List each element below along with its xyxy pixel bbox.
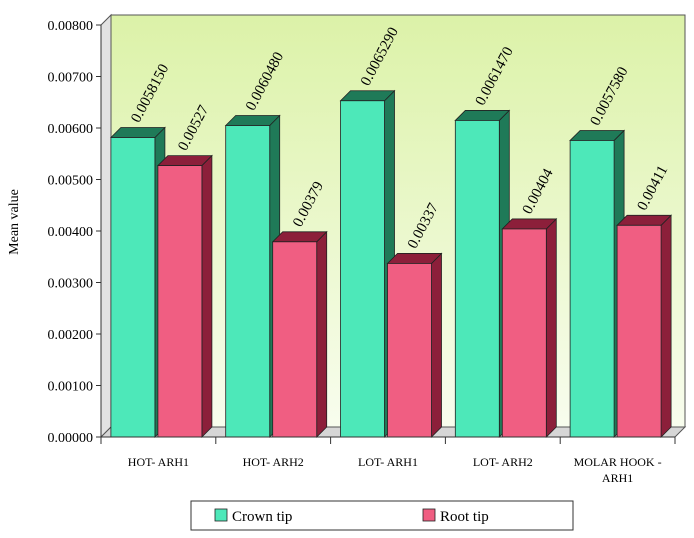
x-tick-label: HOT- ARH2 [243, 455, 304, 469]
x-tick-label: LOT- ARH1 [358, 455, 418, 469]
bar-front [454, 120, 500, 438]
bar-front [157, 165, 203, 438]
bar-top [616, 214, 673, 226]
y-tick-label: 0.00500 [48, 174, 94, 189]
y-tick-label: 0.00200 [48, 328, 94, 343]
x-axis: HOT- ARH1 HOT- ARH2 LOT- ARH1 LOT- ARH2 MOLA… [100, 436, 676, 485]
bar [501, 217, 558, 438]
y-tick-label: 0.00600 [48, 122, 94, 137]
bar [156, 154, 213, 438]
bar-side [431, 252, 442, 438]
legend-label: Root tip [440, 509, 489, 525]
bar-top [271, 231, 328, 243]
y-tick-label: 0.00000 [48, 431, 94, 446]
bar-side [316, 230, 328, 438]
y-tick-label: 0.00800 [48, 19, 94, 34]
bar [109, 126, 166, 438]
bar-front [616, 224, 662, 438]
bar-top [339, 90, 396, 102]
x-tick-label: HOT- ARH1 [128, 455, 189, 469]
side-wall [100, 13, 112, 439]
legend: Crown tip Root tip [190, 500, 574, 531]
bar-top [569, 130, 626, 141]
bar [224, 114, 281, 438]
bar-top [501, 218, 558, 230]
bar-front [340, 100, 385, 438]
bar-top [224, 115, 281, 126]
bar [271, 230, 328, 438]
bar-top [386, 253, 443, 264]
y-tick-label: 0.00700 [48, 71, 94, 86]
bar [386, 252, 443, 438]
y-tick-label: 0.00400 [48, 225, 94, 240]
bar-top [156, 155, 213, 166]
bar-top [454, 110, 511, 121]
legend-swatch [422, 508, 436, 522]
bars [109, 89, 673, 438]
x-tick-label: LOT- ARH2 [473, 455, 533, 469]
bar [616, 214, 673, 438]
bar-front [272, 241, 318, 438]
bar-side [545, 217, 557, 438]
bar [569, 129, 626, 438]
legend-swatch [214, 508, 228, 522]
bar-front [501, 228, 547, 438]
bar-top [109, 127, 166, 138]
bar [339, 89, 396, 438]
bar-side [201, 154, 213, 438]
bar-front [569, 140, 615, 438]
bar-front [387, 263, 432, 438]
bar-front [110, 137, 156, 438]
y-tick-label: 0.00300 [48, 277, 94, 292]
y-axis-title: Mean value [7, 189, 22, 255]
bar-side [660, 214, 672, 438]
legend-label: Crown tip [232, 509, 292, 525]
x-tick-label: MOLAR HOOK -ARH1 [574, 455, 662, 485]
y-axis: 0.00000 0.00100 0.00200 0.00300 0.00400 0.005… [48, 19, 102, 446]
legend-box [190, 500, 574, 531]
y-tick-label: 0.00100 [48, 380, 94, 395]
bar [454, 109, 511, 438]
bar-front [225, 125, 271, 438]
